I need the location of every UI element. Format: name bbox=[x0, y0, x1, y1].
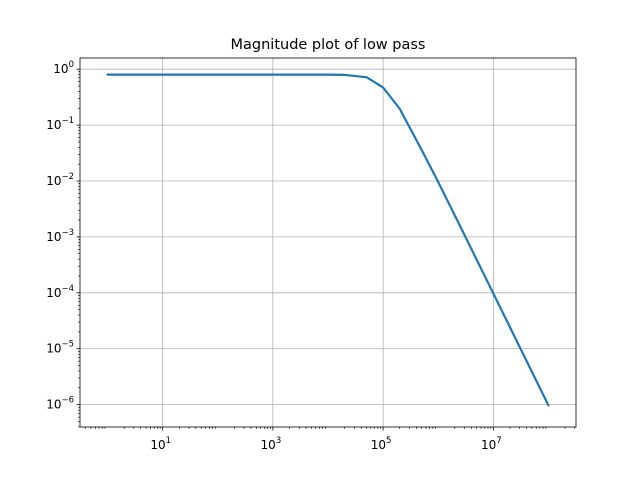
series-line bbox=[106, 73, 550, 407]
x-tick-label: 105 bbox=[371, 436, 392, 452]
y-tick-label: 10−3 bbox=[46, 228, 74, 244]
x-tick-label: 107 bbox=[481, 436, 502, 452]
y-tick-label: 10−1 bbox=[46, 116, 74, 132]
y-tick-label: 100 bbox=[53, 60, 74, 76]
chart-title: Magnitude plot of low pass bbox=[231, 37, 426, 53]
y-tick-label: 10−5 bbox=[46, 340, 74, 356]
grid-layer bbox=[80, 58, 576, 427]
y-tick-label: 10−2 bbox=[46, 172, 74, 188]
x-tick-label: 103 bbox=[261, 436, 282, 452]
line-layer bbox=[106, 73, 550, 407]
x-tick-label: 101 bbox=[150, 436, 171, 452]
y-tick-label: 10−6 bbox=[46, 396, 74, 412]
tick-layer: 101 103 105 107 100 10−1 10−2 10−3 10−4 10−5 10−6 bbox=[46, 60, 576, 452]
y-tick-label: 10−4 bbox=[46, 284, 74, 300]
